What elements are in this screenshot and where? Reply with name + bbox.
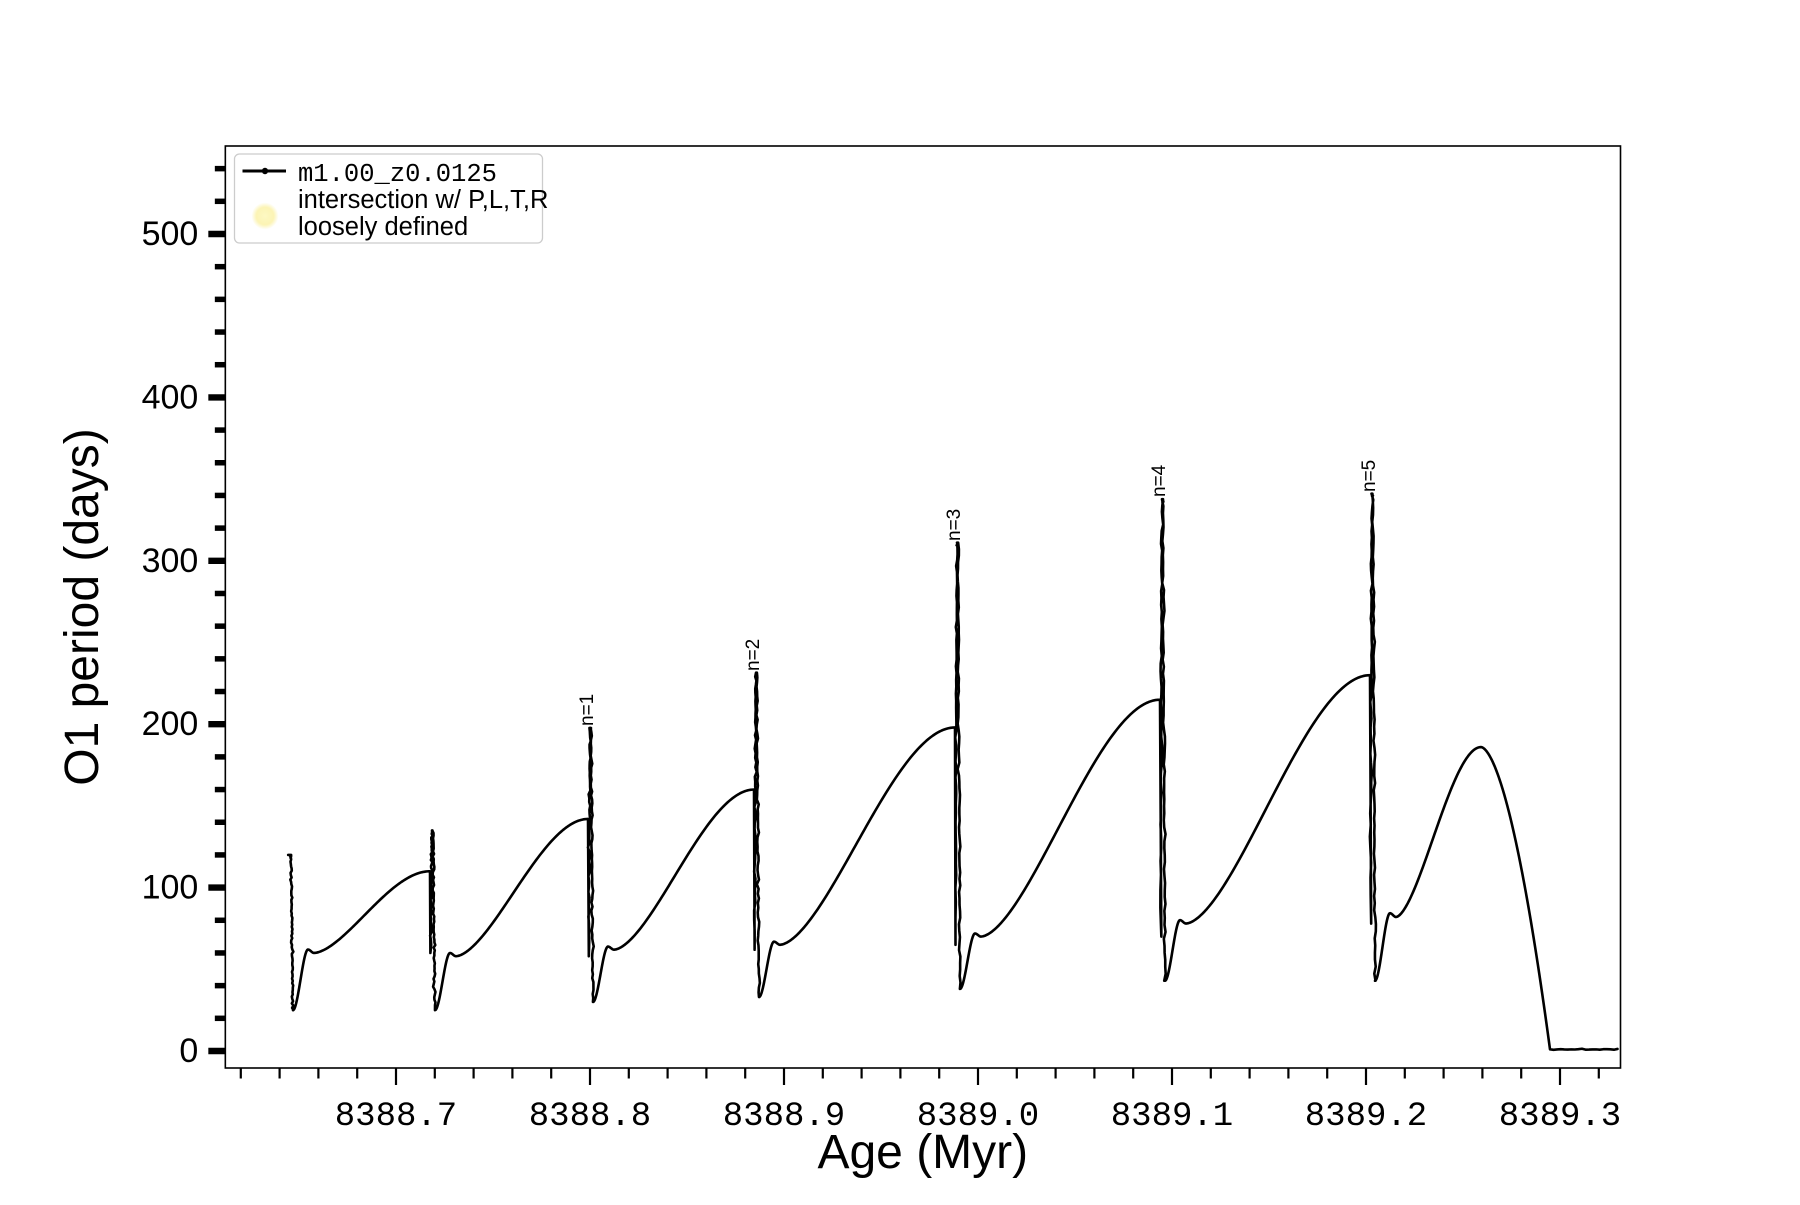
svg-text:8389.2: 8389.2	[1305, 1098, 1427, 1136]
svg-text:500: 500	[142, 215, 199, 253]
svg-text:loosely defined: loosely defined	[298, 213, 468, 241]
svg-text:m1.00_z0.0125: m1.00_z0.0125	[298, 160, 497, 189]
svg-text:n=2: n=2	[743, 639, 764, 671]
svg-text:300: 300	[142, 542, 199, 580]
svg-text:8388.7: 8388.7	[335, 1098, 457, 1136]
svg-text:8389.0: 8389.0	[917, 1098, 1039, 1136]
svg-text:0: 0	[179, 1032, 198, 1070]
svg-text:8388.8: 8388.8	[529, 1098, 651, 1136]
svg-text:200: 200	[142, 705, 199, 743]
svg-text:8389.1: 8389.1	[1111, 1098, 1233, 1136]
svg-text:8388.9: 8388.9	[723, 1098, 845, 1136]
svg-text:n=5: n=5	[1359, 460, 1380, 492]
svg-text:n=3: n=3	[944, 509, 965, 541]
svg-text:8389.3: 8389.3	[1499, 1098, 1621, 1136]
svg-text:n=4: n=4	[1149, 464, 1170, 497]
svg-text:n=1: n=1	[577, 694, 598, 726]
svg-text:O1 period (days): O1 period (days)	[56, 428, 109, 786]
svg-text:100: 100	[142, 869, 199, 907]
svg-text:400: 400	[142, 378, 199, 416]
svg-text:intersection w/ P,L,T,R: intersection w/ P,L,T,R	[298, 186, 548, 214]
